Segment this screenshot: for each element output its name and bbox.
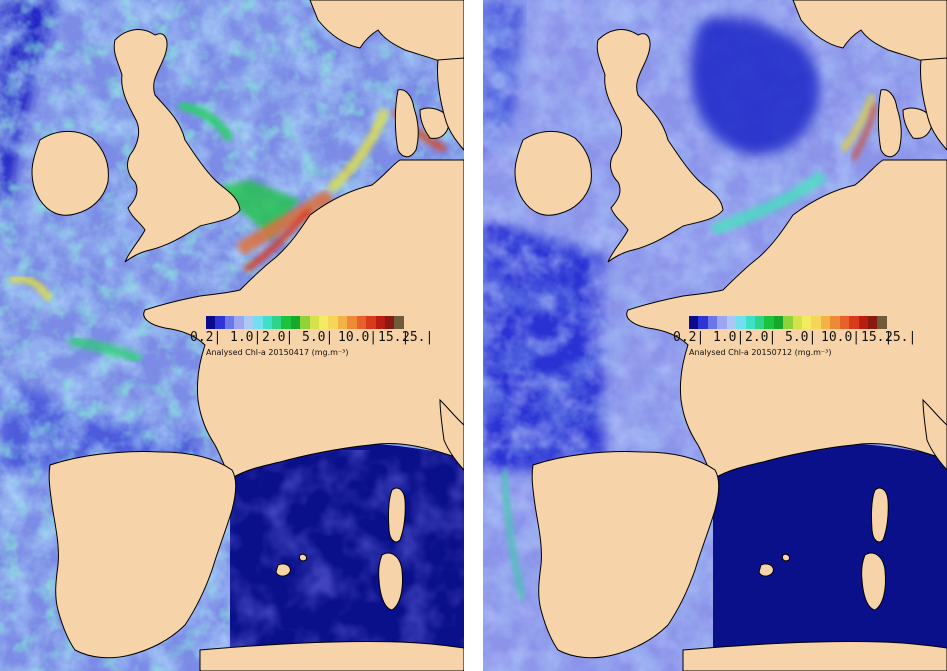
color-swatch xyxy=(868,316,878,329)
color-swatch xyxy=(281,316,291,329)
tick-label: 15.| xyxy=(378,330,410,345)
color-swatch xyxy=(802,316,812,329)
color-swatch xyxy=(375,316,386,329)
tick-label: 5.0| xyxy=(785,330,817,345)
legend-title: Analysed Chl-a 20150712 (mg.m⁻³) xyxy=(689,348,832,357)
map-panel-july: 0.2| 1.0| 2.0| 5.0| 10.0| 15.| 25.| Anal… xyxy=(483,0,947,671)
color-swatch xyxy=(328,316,338,329)
tick-label: 10.0| xyxy=(338,330,378,345)
tick-label: 2.0| xyxy=(745,330,777,345)
color-swatch xyxy=(385,316,395,329)
color-scale-legend: 0.2| 1.0| 2.0| 5.0| 10.0| 15.| 25.| Anal… xyxy=(673,316,916,366)
tick-label: 25.| xyxy=(402,330,434,345)
tick-label: 1.0| xyxy=(230,330,262,345)
color-swatch xyxy=(783,316,793,329)
color-swatch xyxy=(764,316,774,329)
chlorophyll-map-july xyxy=(483,0,947,671)
tick-label: 0.2| xyxy=(673,330,705,345)
color-swatch xyxy=(356,316,367,329)
color-swatch xyxy=(234,316,244,329)
tick-label: 25.| xyxy=(885,330,917,345)
color-scale-bar xyxy=(206,316,404,329)
color-swatch xyxy=(698,316,708,329)
color-scale-bar xyxy=(689,316,887,329)
color-swatch xyxy=(830,316,840,329)
color-swatch xyxy=(262,316,272,329)
color-swatch xyxy=(394,316,404,329)
tick-label: 1.0| xyxy=(713,330,745,345)
map-panel-april: 0.2| 1.0| 2.0| 5.0| 10.0| 15.| 25.| Anal… xyxy=(0,0,464,671)
color-swatch xyxy=(366,316,376,329)
color-scale-legend: 0.2| 1.0| 2.0| 5.0| 10.0| 15.| 25.| Anal… xyxy=(190,316,433,366)
tick-label: 5.0| xyxy=(302,330,334,345)
color-swatch xyxy=(243,316,254,329)
legend-title: Analysed Chl-a 20150417 (mg.m⁻³) xyxy=(206,348,349,357)
color-swatch xyxy=(300,316,310,329)
color-swatch xyxy=(215,316,225,329)
color-swatch xyxy=(773,316,784,329)
color-swatch xyxy=(337,316,348,329)
color-swatch xyxy=(271,316,282,329)
color-swatch xyxy=(689,316,699,329)
color-swatch xyxy=(224,316,235,329)
color-swatch xyxy=(820,316,831,329)
color-swatch xyxy=(736,316,746,329)
color-swatch xyxy=(707,316,718,329)
tick-label: 10.0| xyxy=(821,330,861,345)
color-swatch xyxy=(858,316,869,329)
color-swatch xyxy=(839,316,850,329)
color-swatch xyxy=(849,316,859,329)
tick-label: 2.0| xyxy=(262,330,294,345)
color-swatch xyxy=(754,316,765,329)
tick-label: 0.2| xyxy=(190,330,222,345)
color-swatch xyxy=(811,316,821,329)
color-swatch xyxy=(253,316,263,329)
tick-label: 15.| xyxy=(861,330,893,345)
color-scale-ticks: 0.2| 1.0| 2.0| 5.0| 10.0| 15.| 25.| xyxy=(673,330,916,346)
color-swatch xyxy=(745,316,755,329)
color-swatch xyxy=(792,316,803,329)
color-swatch xyxy=(206,316,216,329)
color-swatch xyxy=(290,316,301,329)
color-swatch xyxy=(726,316,737,329)
color-swatch xyxy=(319,316,329,329)
color-swatch xyxy=(717,316,727,329)
color-swatch xyxy=(347,316,357,329)
color-swatch xyxy=(309,316,320,329)
color-swatch xyxy=(877,316,887,329)
color-scale-ticks: 0.2| 1.0| 2.0| 5.0| 10.0| 15.| 25.| xyxy=(190,330,433,346)
